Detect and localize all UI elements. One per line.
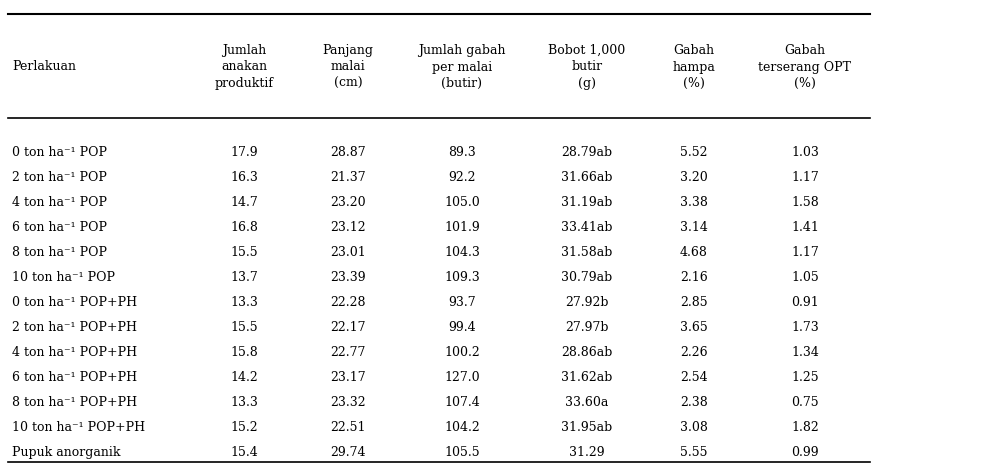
Text: 3.08: 3.08 (680, 421, 708, 434)
Text: 0.91: 0.91 (791, 296, 819, 309)
Text: 31.62ab: 31.62ab (561, 371, 612, 384)
Text: 8 ton ha⁻¹ POP: 8 ton ha⁻¹ POP (12, 246, 107, 259)
Text: 4 ton ha⁻¹ POP: 4 ton ha⁻¹ POP (12, 196, 107, 209)
Text: Gabah
terserang OPT
(%): Gabah terserang OPT (%) (758, 44, 852, 90)
Text: 3.38: 3.38 (680, 196, 708, 209)
Text: Pupuk anorganik: Pupuk anorganik (12, 446, 120, 459)
Text: 33.41ab: 33.41ab (561, 221, 612, 234)
Text: 1.17: 1.17 (791, 171, 819, 184)
Text: 6 ton ha⁻¹ POP+PH: 6 ton ha⁻¹ POP+PH (12, 371, 137, 384)
Text: 22.28: 22.28 (330, 296, 366, 309)
Text: Jumlah
anakan
produktif: Jumlah anakan produktif (215, 44, 273, 90)
Text: 22.77: 22.77 (330, 346, 366, 359)
Text: 1.05: 1.05 (791, 271, 819, 284)
Text: 8 ton ha⁻¹ POP+PH: 8 ton ha⁻¹ POP+PH (12, 396, 137, 409)
Text: 31.19ab: 31.19ab (561, 196, 612, 209)
Text: Panjang
malai
(cm): Panjang malai (cm) (322, 44, 374, 90)
Text: 3.14: 3.14 (680, 221, 708, 234)
Text: 2 ton ha⁻¹ POP: 2 ton ha⁻¹ POP (12, 171, 106, 184)
Text: 29.74: 29.74 (330, 446, 366, 459)
Text: 1.25: 1.25 (791, 371, 818, 384)
Text: 27.97b: 27.97b (565, 321, 608, 334)
Text: 14.7: 14.7 (230, 196, 258, 209)
Text: 30.79ab: 30.79ab (561, 271, 612, 284)
Text: 1.58: 1.58 (791, 196, 819, 209)
Text: 107.4: 107.4 (444, 396, 480, 409)
Text: 15.5: 15.5 (230, 321, 257, 334)
Text: 14.2: 14.2 (230, 371, 258, 384)
Text: 23.32: 23.32 (330, 396, 366, 409)
Text: 15.8: 15.8 (230, 346, 258, 359)
Text: Gabah
hampa
(%): Gabah hampa (%) (672, 44, 716, 90)
Text: 5.52: 5.52 (680, 146, 708, 159)
Text: 2.26: 2.26 (680, 346, 708, 359)
Text: 23.39: 23.39 (330, 271, 366, 284)
Text: 33.60a: 33.60a (565, 396, 608, 409)
Text: 16.3: 16.3 (230, 171, 258, 184)
Text: 1.17: 1.17 (791, 246, 819, 259)
Text: 13.7: 13.7 (230, 271, 258, 284)
Text: 15.2: 15.2 (230, 421, 257, 434)
Text: 17.9: 17.9 (230, 146, 257, 159)
Text: 4 ton ha⁻¹ POP+PH: 4 ton ha⁻¹ POP+PH (12, 346, 137, 359)
Text: 99.4: 99.4 (449, 321, 476, 334)
Text: 1.34: 1.34 (791, 346, 819, 359)
Text: 89.3: 89.3 (448, 146, 476, 159)
Text: 22.17: 22.17 (330, 321, 366, 334)
Text: 27.92b: 27.92b (565, 296, 608, 309)
Text: 0 ton ha⁻¹ POP: 0 ton ha⁻¹ POP (12, 146, 107, 159)
Text: 31.29: 31.29 (569, 446, 604, 459)
Text: 101.9: 101.9 (444, 221, 480, 234)
Text: 105.0: 105.0 (444, 196, 480, 209)
Text: 1.41: 1.41 (791, 221, 819, 234)
Text: 3.65: 3.65 (680, 321, 708, 334)
Text: 6 ton ha⁻¹ POP: 6 ton ha⁻¹ POP (12, 221, 107, 234)
Text: 31.58ab: 31.58ab (561, 246, 612, 259)
Text: 28.86ab: 28.86ab (561, 346, 612, 359)
Text: 2.85: 2.85 (680, 296, 708, 309)
Text: 10 ton ha⁻¹ POP+PH: 10 ton ha⁻¹ POP+PH (12, 421, 145, 434)
Text: 23.12: 23.12 (330, 221, 366, 234)
Text: 0.99: 0.99 (791, 446, 818, 459)
Text: 1.03: 1.03 (791, 146, 819, 159)
Text: 31.66ab: 31.66ab (561, 171, 612, 184)
Text: 105.5: 105.5 (444, 446, 480, 459)
Text: 23.01: 23.01 (330, 246, 366, 259)
Text: 1.82: 1.82 (791, 421, 819, 434)
Text: 21.37: 21.37 (330, 171, 366, 184)
Text: 3.20: 3.20 (680, 171, 708, 184)
Text: 1.73: 1.73 (791, 321, 819, 334)
Text: 15.5: 15.5 (230, 246, 257, 259)
Text: 104.3: 104.3 (444, 246, 480, 259)
Text: 0.75: 0.75 (791, 396, 818, 409)
Text: 2.38: 2.38 (680, 396, 708, 409)
Text: 2.54: 2.54 (680, 371, 708, 384)
Text: Perlakuan: Perlakuan (12, 60, 76, 74)
Text: 23.20: 23.20 (330, 196, 366, 209)
Text: 16.8: 16.8 (230, 221, 258, 234)
Text: 5.55: 5.55 (680, 446, 708, 459)
Text: Jumlah gabah
per malai
(butir): Jumlah gabah per malai (butir) (418, 44, 506, 90)
Text: 100.2: 100.2 (444, 346, 480, 359)
Text: 4.68: 4.68 (680, 246, 708, 259)
Text: 109.3: 109.3 (444, 271, 480, 284)
Text: 104.2: 104.2 (444, 421, 480, 434)
Text: 10 ton ha⁻¹ POP: 10 ton ha⁻¹ POP (12, 271, 115, 284)
Text: 31.95ab: 31.95ab (561, 421, 612, 434)
Text: 92.2: 92.2 (449, 171, 476, 184)
Text: 0 ton ha⁻¹ POP+PH: 0 ton ha⁻¹ POP+PH (12, 296, 137, 309)
Text: Bobot 1,000
butir
(g): Bobot 1,000 butir (g) (548, 44, 626, 90)
Text: 13.3: 13.3 (230, 296, 258, 309)
Text: 15.4: 15.4 (230, 446, 258, 459)
Text: 2.16: 2.16 (680, 271, 708, 284)
Text: 28.87: 28.87 (330, 146, 366, 159)
Text: 28.79ab: 28.79ab (561, 146, 612, 159)
Text: 2 ton ha⁻¹ POP+PH: 2 ton ha⁻¹ POP+PH (12, 321, 137, 334)
Text: 127.0: 127.0 (444, 371, 480, 384)
Text: 23.17: 23.17 (330, 371, 366, 384)
Text: 93.7: 93.7 (449, 296, 476, 309)
Text: 13.3: 13.3 (230, 396, 258, 409)
Text: 22.51: 22.51 (330, 421, 366, 434)
